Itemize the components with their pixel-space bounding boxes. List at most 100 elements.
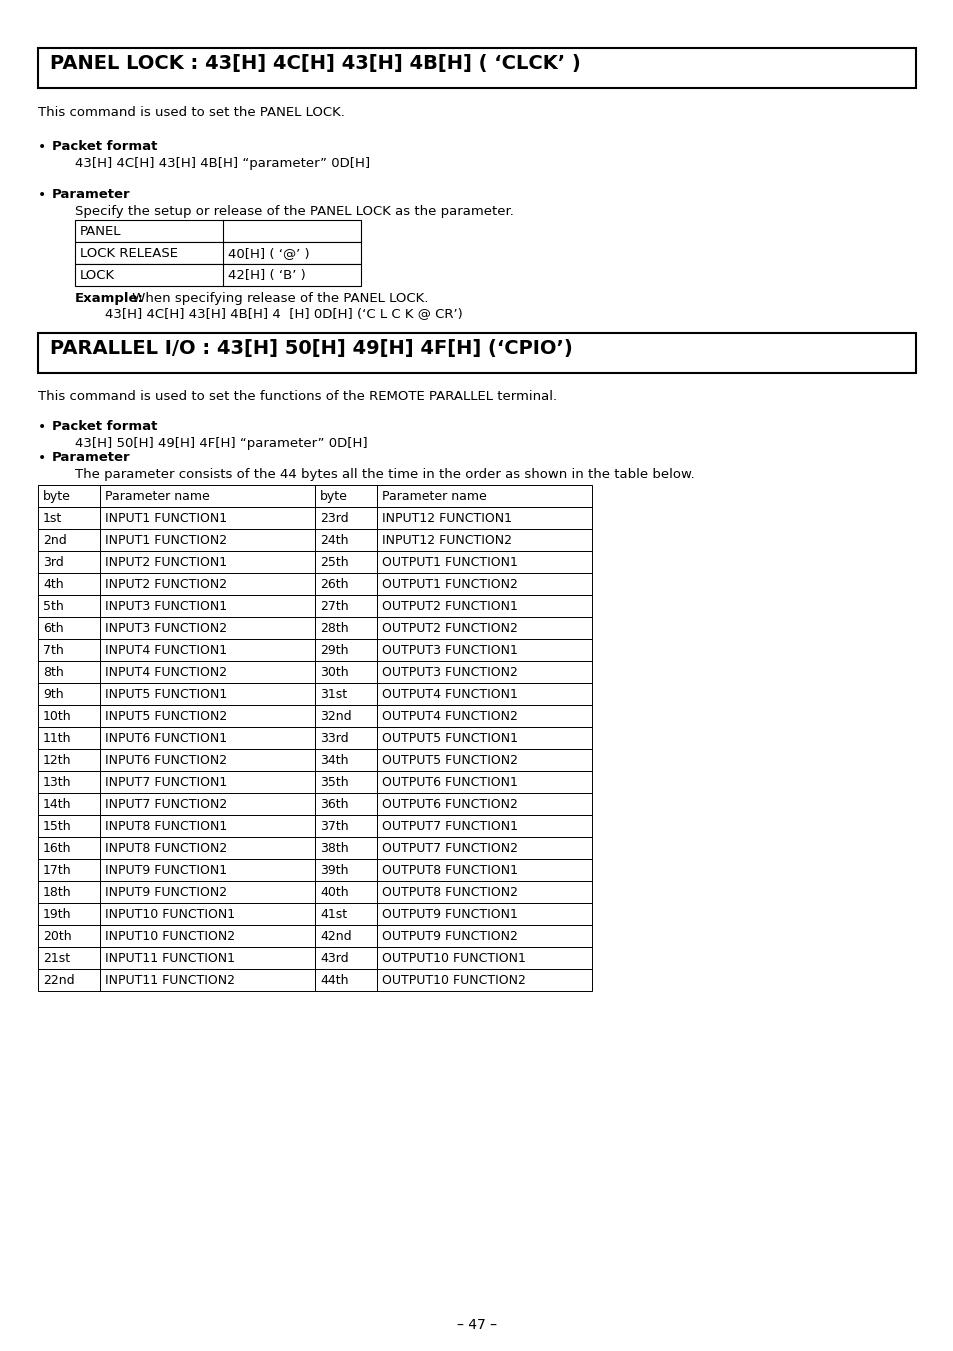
- Text: INPUT1 FUNCTION1: INPUT1 FUNCTION1: [105, 512, 227, 526]
- Text: •: •: [38, 451, 46, 465]
- Text: 43[H] 4C[H] 43[H] 4B[H] 4  [H] 0D[H] (‘C L C K @ CR’): 43[H] 4C[H] 43[H] 4B[H] 4 [H] 0D[H] (‘C …: [105, 307, 462, 320]
- Bar: [314, 925, 376, 947]
- Text: OUTPUT1 FUNCTION2: OUTPUT1 FUNCTION2: [381, 578, 517, 590]
- Text: 33rd: 33rd: [319, 732, 348, 744]
- Bar: [38, 639, 100, 661]
- Text: 28th: 28th: [319, 621, 348, 635]
- Bar: [38, 969, 100, 992]
- Bar: [314, 661, 376, 684]
- Text: OUTPUT9 FUNCTION1: OUTPUT9 FUNCTION1: [381, 908, 517, 921]
- Text: OUTPUT2 FUNCTION1: OUTPUT2 FUNCTION1: [381, 600, 517, 613]
- Text: INPUT2 FUNCTION1: INPUT2 FUNCTION1: [105, 557, 227, 569]
- Text: byte: byte: [319, 490, 348, 503]
- Bar: [100, 485, 314, 507]
- Text: INPUT12 FUNCTION2: INPUT12 FUNCTION2: [381, 534, 512, 547]
- Text: OUTPUT10 FUNCTION1: OUTPUT10 FUNCTION1: [381, 952, 525, 965]
- Bar: [314, 969, 376, 992]
- Bar: [376, 793, 592, 815]
- Bar: [314, 748, 376, 771]
- Bar: [100, 551, 314, 573]
- Bar: [100, 859, 314, 881]
- Bar: [376, 594, 592, 617]
- Bar: [100, 727, 314, 748]
- Bar: [38, 332, 915, 373]
- Bar: [376, 684, 592, 705]
- Bar: [314, 551, 376, 573]
- Text: INPUT2 FUNCTION2: INPUT2 FUNCTION2: [105, 578, 227, 590]
- Text: INPUT10 FUNCTION1: INPUT10 FUNCTION1: [105, 908, 234, 921]
- Text: 20th: 20th: [43, 929, 71, 943]
- Bar: [100, 684, 314, 705]
- Text: OUTPUT6 FUNCTION2: OUTPUT6 FUNCTION2: [381, 798, 517, 811]
- Bar: [38, 793, 100, 815]
- Text: Example:: Example:: [75, 292, 144, 305]
- Bar: [376, 815, 592, 838]
- Bar: [100, 639, 314, 661]
- Bar: [314, 705, 376, 727]
- Text: 7th: 7th: [43, 644, 64, 657]
- Text: INPUT5 FUNCTION1: INPUT5 FUNCTION1: [105, 688, 227, 701]
- Text: INPUT11 FUNCTION2: INPUT11 FUNCTION2: [105, 974, 234, 988]
- Text: PANEL: PANEL: [80, 226, 121, 238]
- Bar: [100, 969, 314, 992]
- Bar: [38, 925, 100, 947]
- Text: 36th: 36th: [319, 798, 348, 811]
- Text: OUTPUT2 FUNCTION2: OUTPUT2 FUNCTION2: [381, 621, 517, 635]
- Text: 42[H] ( ‘B’ ): 42[H] ( ‘B’ ): [228, 269, 305, 282]
- Text: 38th: 38th: [319, 842, 348, 855]
- Bar: [100, 881, 314, 902]
- Text: 39th: 39th: [319, 865, 348, 877]
- Bar: [314, 815, 376, 838]
- Text: Packet format: Packet format: [52, 141, 157, 153]
- Bar: [100, 793, 314, 815]
- Bar: [314, 902, 376, 925]
- Text: OUTPUT3 FUNCTION1: OUTPUT3 FUNCTION1: [381, 644, 517, 657]
- Text: 42nd: 42nd: [319, 929, 352, 943]
- Bar: [100, 838, 314, 859]
- Bar: [314, 881, 376, 902]
- Bar: [376, 507, 592, 530]
- Text: 9th: 9th: [43, 688, 64, 701]
- Text: Packet format: Packet format: [52, 420, 157, 434]
- Bar: [38, 594, 100, 617]
- Text: – 47 –: – 47 –: [456, 1319, 497, 1332]
- Bar: [100, 530, 314, 551]
- Text: INPUT8 FUNCTION2: INPUT8 FUNCTION2: [105, 842, 227, 855]
- Text: 1st: 1st: [43, 512, 62, 526]
- Bar: [376, 727, 592, 748]
- Text: 19th: 19th: [43, 908, 71, 921]
- Bar: [38, 947, 100, 969]
- Bar: [38, 815, 100, 838]
- Bar: [376, 485, 592, 507]
- Text: 32nd: 32nd: [319, 711, 352, 723]
- Bar: [314, 793, 376, 815]
- Bar: [314, 507, 376, 530]
- Bar: [38, 661, 100, 684]
- Bar: [376, 902, 592, 925]
- Text: This command is used to set the functions of the REMOTE PARALLEL terminal.: This command is used to set the function…: [38, 390, 557, 403]
- Text: This command is used to set the PANEL LOCK.: This command is used to set the PANEL LO…: [38, 105, 345, 119]
- Bar: [376, 639, 592, 661]
- Text: LOCK RELEASE: LOCK RELEASE: [80, 247, 178, 259]
- Bar: [38, 530, 100, 551]
- Bar: [314, 684, 376, 705]
- Text: 15th: 15th: [43, 820, 71, 834]
- Bar: [38, 617, 100, 639]
- Text: •: •: [38, 188, 46, 203]
- Text: INPUT7 FUNCTION1: INPUT7 FUNCTION1: [105, 775, 227, 789]
- Text: INPUT4 FUNCTION1: INPUT4 FUNCTION1: [105, 644, 227, 657]
- Text: INPUT3 FUNCTION1: INPUT3 FUNCTION1: [105, 600, 227, 613]
- Bar: [38, 881, 100, 902]
- Text: 18th: 18th: [43, 886, 71, 898]
- Bar: [100, 594, 314, 617]
- Bar: [314, 947, 376, 969]
- Text: OUTPUT8 FUNCTION2: OUTPUT8 FUNCTION2: [381, 886, 517, 898]
- Text: OUTPUT7 FUNCTION2: OUTPUT7 FUNCTION2: [381, 842, 517, 855]
- Bar: [75, 220, 360, 242]
- Text: INPUT7 FUNCTION2: INPUT7 FUNCTION2: [105, 798, 227, 811]
- Text: Specify the setup or release of the PANEL LOCK as the parameter.: Specify the setup or release of the PANE…: [75, 205, 514, 218]
- Text: 2nd: 2nd: [43, 534, 67, 547]
- Text: INPUT6 FUNCTION1: INPUT6 FUNCTION1: [105, 732, 227, 744]
- Text: INPUT4 FUNCTION2: INPUT4 FUNCTION2: [105, 666, 227, 680]
- Text: INPUT11 FUNCTION1: INPUT11 FUNCTION1: [105, 952, 234, 965]
